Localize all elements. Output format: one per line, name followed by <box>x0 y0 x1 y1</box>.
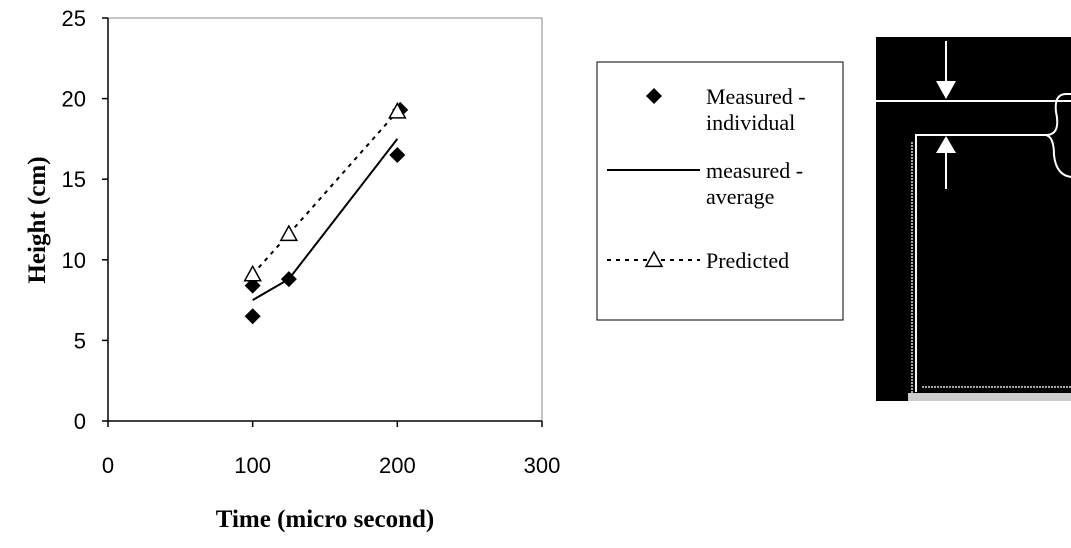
y-tick-label: 20 <box>62 87 86 112</box>
y-tick-label: 25 <box>62 6 86 31</box>
legend-label: Measured - <box>706 84 806 109</box>
data-point-diamond <box>244 277 261 294</box>
liquid-outline <box>915 93 1071 392</box>
data-point-triangle <box>243 264 262 282</box>
legend-label: measured - <box>706 158 803 183</box>
photo-inset <box>876 37 1071 401</box>
data-point-diamond <box>244 308 261 325</box>
series-layer <box>243 101 409 325</box>
legend-label: average <box>706 184 774 209</box>
data-point-diamond <box>389 147 406 164</box>
arrow-up-icon <box>936 136 956 189</box>
data-point-triangle <box>388 101 407 119</box>
data-point-triangle <box>279 224 299 242</box>
series-measured-average <box>252 138 399 301</box>
plot-frame <box>107 17 543 422</box>
x-ticks: 0 100 200 300 <box>102 421 560 478</box>
y-tick-label: 10 <box>62 248 86 273</box>
x-tick-label: 0 <box>102 453 114 478</box>
x-tick-label: 100 <box>234 453 271 478</box>
series-line <box>252 138 399 301</box>
legend-label: individual <box>706 110 795 135</box>
arrow-down-icon <box>936 41 956 99</box>
axes <box>107 18 542 422</box>
legend: Measured -individual measured -average Pre… <box>596 61 844 321</box>
y-ticks: 0 5 10 15 20 25 <box>62 6 108 434</box>
legend-entry: measured -average <box>607 158 803 209</box>
x-tick-label: 200 <box>379 453 416 478</box>
y-tick-label: 5 <box>74 328 86 353</box>
x-axis-title: Time (micro second) <box>216 506 434 533</box>
y-axis-title: Height (cm) <box>24 156 51 283</box>
legend-label: Predicted <box>706 248 789 273</box>
legend-box <box>596 61 844 321</box>
legend-swatch-triangle <box>644 250 664 268</box>
y-tick-label: 0 <box>74 409 86 434</box>
legend-entry: Measured -individual <box>646 84 806 135</box>
series-predicted <box>243 101 407 282</box>
legend-swatch-diamond <box>646 88 662 104</box>
y-tick-label: 15 <box>62 167 86 192</box>
series-measured-individual <box>244 101 409 325</box>
photo-background <box>876 37 1071 401</box>
x-tick-label: 300 <box>524 453 561 478</box>
legend-entries: Measured -individual measured -average Pre… <box>607 84 806 273</box>
plot-area <box>107 17 543 422</box>
container-base <box>908 393 1071 401</box>
legend-entry: Predicted <box>607 248 789 273</box>
chart: 0 100 200 300 0 5 10 15 20 25 Time (micro second… <box>24 6 844 533</box>
